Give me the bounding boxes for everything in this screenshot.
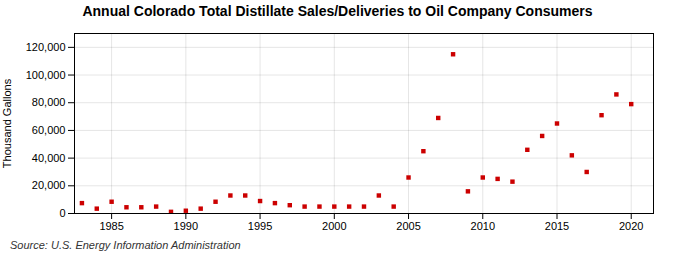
svg-text:80,000: 80,000 (32, 96, 66, 108)
html-text:Source: U.S. Energy Informatio: Source: U.S. Energy Information Administ… (10, 239, 241, 251)
svg-text:120,000: 120,000 (26, 41, 66, 53)
svg-text:1985: 1985 (99, 220, 123, 232)
svg-text:2005: 2005 (396, 220, 420, 232)
svg-text:20,000: 20,000 (32, 179, 66, 191)
html-text:Annual Colorado Total Distilla: Annual Colorado Total Distillate Sales/D… (82, 3, 593, 19)
svg-text:Thousand Gallons: Thousand Gallons (1, 78, 13, 168)
svg-text:1995: 1995 (248, 220, 272, 232)
svg-text:1990: 1990 (174, 220, 198, 232)
svg-text:0: 0 (59, 207, 65, 219)
svg-text:2020: 2020 (619, 220, 643, 232)
svg-text:100,000: 100,000 (26, 69, 66, 81)
svg-text:40,000: 40,000 (32, 152, 66, 164)
svg-text:2000: 2000 (322, 220, 346, 232)
svg-text:2015: 2015 (545, 220, 569, 232)
svg-text:2010: 2010 (471, 220, 495, 232)
svg-text:60,000: 60,000 (32, 124, 66, 136)
